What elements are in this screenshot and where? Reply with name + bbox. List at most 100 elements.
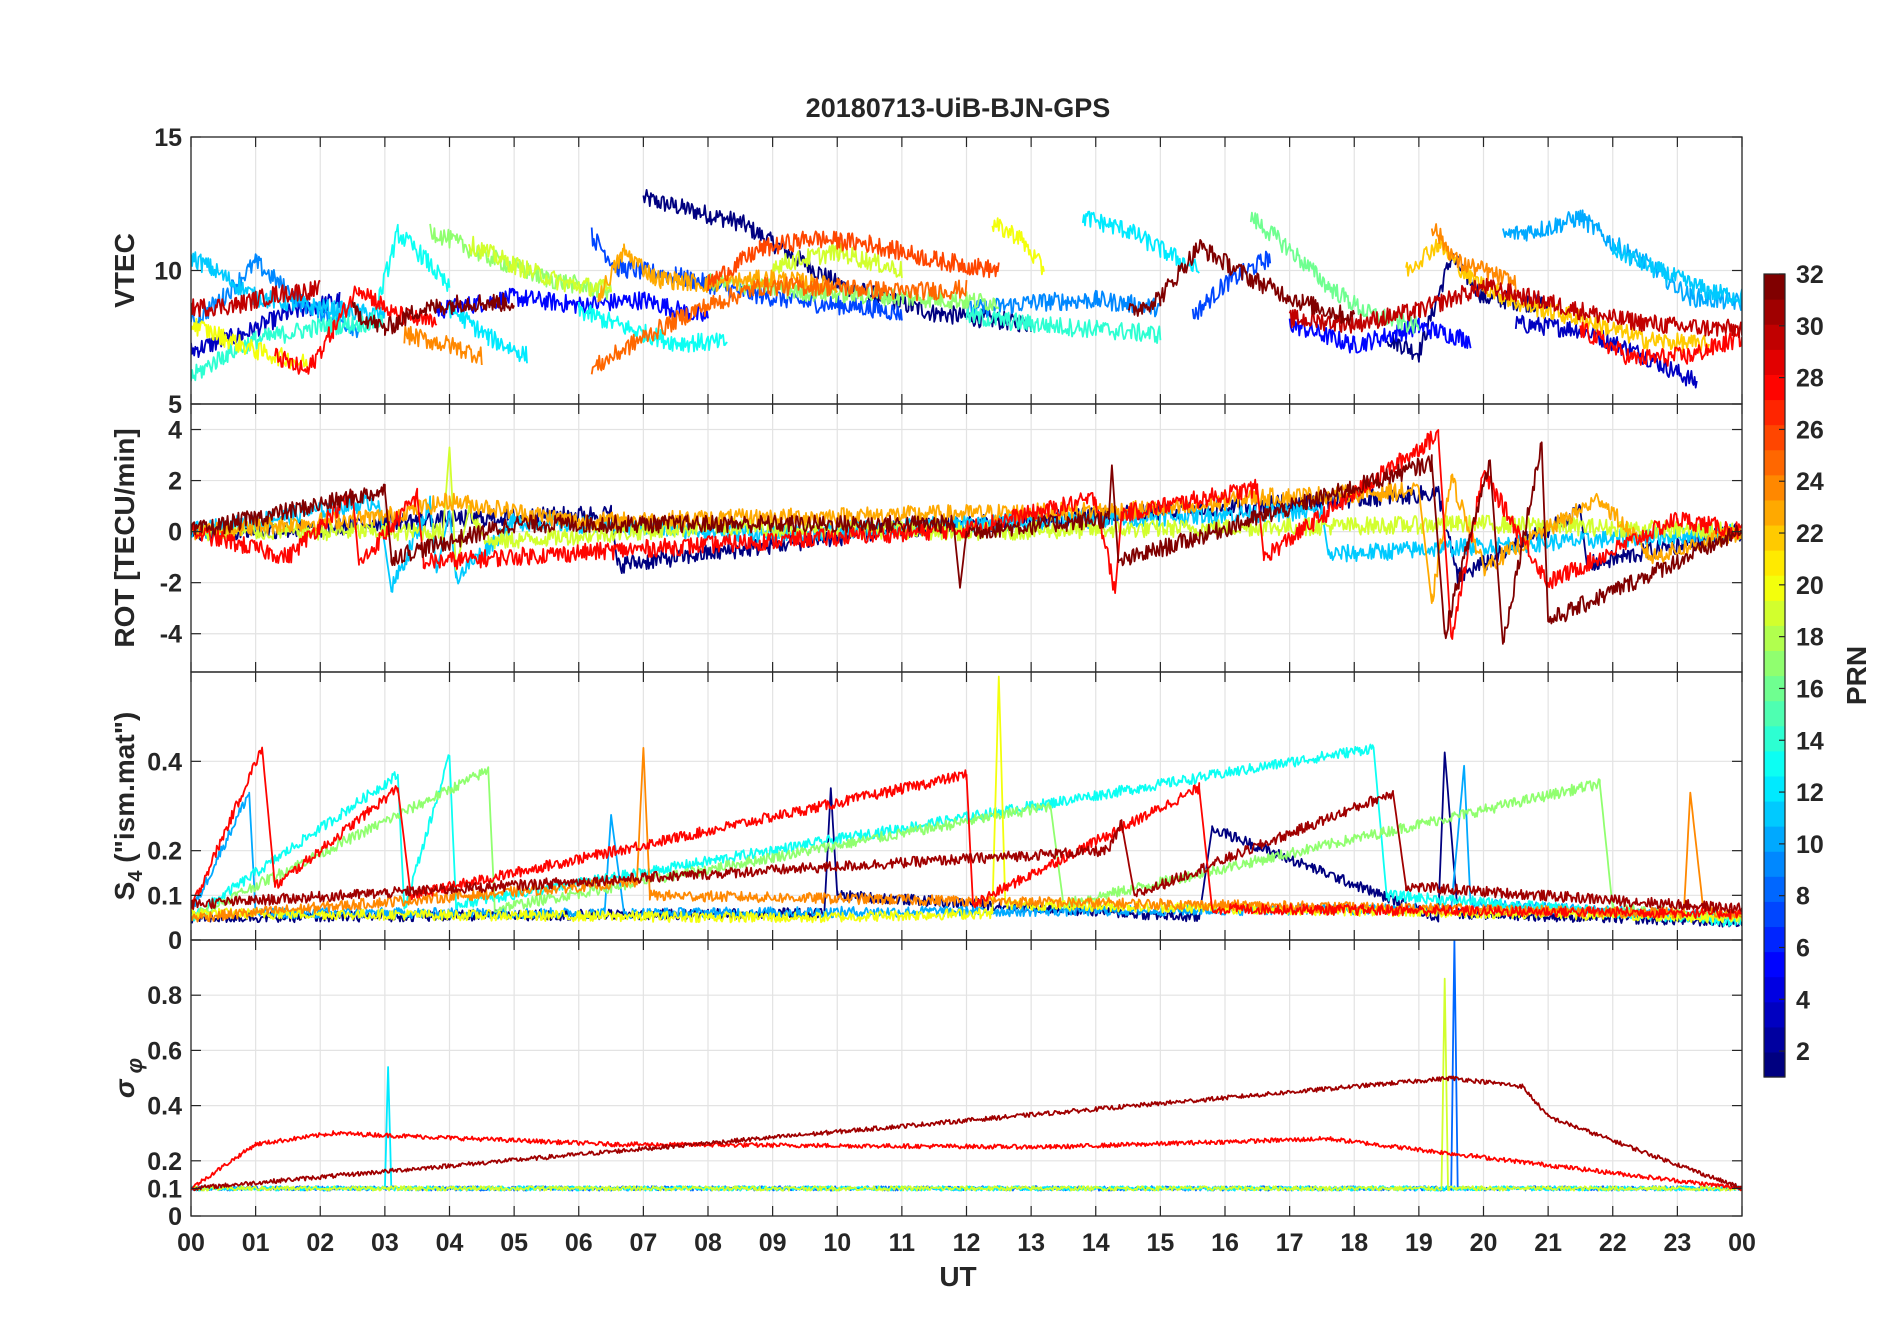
colorbar-tick-label: 2	[1796, 1038, 1810, 1066]
series-prn-11-seg0	[191, 251, 386, 323]
rot-y-tick-label: 0	[168, 519, 182, 547]
series-prn-5-seg1	[1288, 317, 1472, 354]
colorbar-tick-label: 28	[1796, 365, 1824, 393]
colorbar-band	[1764, 600, 1785, 626]
colorbar-band	[1764, 851, 1785, 877]
colorbar-band	[1764, 800, 1785, 827]
x-tick-label: 23	[1663, 1229, 1691, 1257]
x-tick-label: 12	[953, 1229, 981, 1257]
series-prn-24-seg1	[403, 325, 483, 366]
sigma_phi-series	[191, 940, 1742, 1192]
x-tick-label: 01	[242, 1229, 270, 1257]
colorbar-band	[1764, 951, 1785, 978]
vtec-y-tick-label: 10	[154, 258, 182, 286]
series-prn-13	[191, 743, 1742, 927]
colorbar-band	[1764, 926, 1785, 953]
s4-y-tick-label: 0.1	[147, 882, 182, 910]
series-prn-26	[707, 230, 1000, 292]
series-prn-28	[191, 429, 1742, 640]
series-prn-7-seg1	[1191, 250, 1272, 320]
series-prn-12-seg0	[1081, 210, 1200, 274]
s4-y-tick-label: 0	[168, 927, 182, 955]
colorbar-band	[1764, 901, 1785, 928]
x-tick-label: 22	[1599, 1229, 1627, 1257]
series-prn-20-seg1	[191, 317, 309, 370]
x-tick-label: 16	[1211, 1229, 1239, 1257]
colorbar-frame	[1763, 273, 1786, 1078]
x-tick-label: 06	[565, 1229, 593, 1257]
rot-y-tick-label: -4	[160, 621, 182, 649]
colorbar-tick-label: 6	[1796, 934, 1810, 962]
rot-y-tick-label: 2	[168, 468, 182, 496]
series-prn-28	[191, 1130, 1742, 1192]
series-prn-13-seg0	[371, 223, 451, 326]
x-tick-label: 08	[694, 1229, 722, 1257]
rot-y-axis-label: ROT [TECU/min]	[109, 428, 140, 647]
series-prn-11	[191, 494, 1742, 593]
x-tick-label: 14	[1082, 1229, 1110, 1257]
x-tick-label: 03	[371, 1229, 399, 1257]
s4-y-tick-labels: 0 0.1 0.2 0.4	[147, 748, 1742, 955]
colorbar-tick-label: 18	[1796, 624, 1824, 652]
sigma_phi-y-tick-label: 0.4	[147, 1093, 182, 1121]
colorbar-band	[1764, 1026, 1785, 1053]
series-prn-28	[191, 746, 1742, 920]
vtec-y-tick-label: 15	[154, 124, 182, 152]
x-tick-label: 10	[823, 1229, 851, 1257]
x-tick-label: 13	[1017, 1229, 1045, 1257]
colorbar-band	[1764, 274, 1785, 300]
colorbar-band	[1764, 474, 1785, 501]
colorbar-tick-label: 22	[1796, 520, 1824, 548]
colorbar-band	[1764, 524, 1785, 551]
series-prn-24	[191, 747, 1742, 923]
series-prn-19	[191, 977, 1742, 1192]
series-prn-23	[191, 473, 1742, 604]
series-prn-14-seg1	[965, 306, 1162, 344]
sigma_phi-y-tick-label: 0.2	[147, 1148, 182, 1176]
x-tick-label: 21	[1534, 1229, 1562, 1257]
series-prn-19-seg1	[771, 242, 903, 278]
series-prn-30-seg0	[191, 279, 321, 318]
colorbar-tick-label: 14	[1796, 727, 1824, 755]
colorbar-tick-label: 4	[1796, 986, 1810, 1014]
series-prn-20-seg0	[991, 217, 1045, 276]
sigma_phi-y-tick-label: 0.8	[147, 982, 182, 1010]
chart-title: 20180713-UiB-BJN-GPS	[806, 93, 1111, 123]
series-prn-17-seg0	[429, 223, 612, 301]
s4-y-tick-label: 0.2	[147, 838, 182, 866]
colorbar-tick-label: 30	[1796, 313, 1824, 341]
vtec-y-tick-labels: 5 10 15	[154, 124, 1742, 419]
colorbar-band	[1764, 575, 1785, 601]
colorbar-band	[1764, 449, 1785, 476]
x-axis-label: UT	[939, 1261, 976, 1292]
colorbar-band	[1764, 826, 1785, 852]
series-prn-11-seg1	[1611, 241, 1742, 306]
sigma_phi-y-axis-label: σ φ	[109, 1058, 147, 1098]
x-tick-label: 20	[1470, 1229, 1498, 1257]
colorbar-band	[1764, 499, 1785, 526]
x-tick-label: 02	[306, 1229, 334, 1257]
x-tick-label: 09	[759, 1229, 787, 1257]
colorbar-tick-label: 10	[1796, 831, 1824, 859]
x-tick-label: 07	[629, 1229, 657, 1257]
x-tick-labels: 00 01 02 03 04 05 06 07 08 09 10 11 12 13 14 15 16 17 18 19…	[177, 1229, 1756, 1257]
colorbar-band	[1764, 424, 1785, 451]
rot-y-tick-label: -2	[160, 570, 182, 598]
colorbar-tick-label: 12	[1796, 779, 1824, 807]
colorbar-tick-label: 24	[1796, 468, 1824, 496]
series-prn-5-seg0	[435, 287, 709, 322]
rot-y-tick-labels: -4 -2 0 2 4	[160, 417, 1742, 649]
panel-vtec: 5 10 15 VTEC	[109, 124, 1743, 419]
colorbar-tick-label: 16	[1796, 675, 1824, 703]
colorbar-band	[1764, 1051, 1785, 1078]
rot-y-tick-label: 4	[168, 417, 182, 445]
series-prn-31	[191, 1075, 1742, 1192]
rot-series	[191, 429, 1742, 645]
colorbar-tick-label: 8	[1796, 883, 1810, 911]
sigma_phi-y-tick-label: 0.6	[147, 1037, 182, 1065]
colorbar-tick-label: 26	[1796, 416, 1824, 444]
sigma_phi-y-tick-labels: 00.10.2 0.4 0.6 0.8	[147, 982, 1742, 1231]
series-prn-14-seg0	[191, 312, 385, 382]
panel-sigma_phi: 00.10.2 0.4 0.6 0.8 σ φ	[109, 939, 1743, 1231]
